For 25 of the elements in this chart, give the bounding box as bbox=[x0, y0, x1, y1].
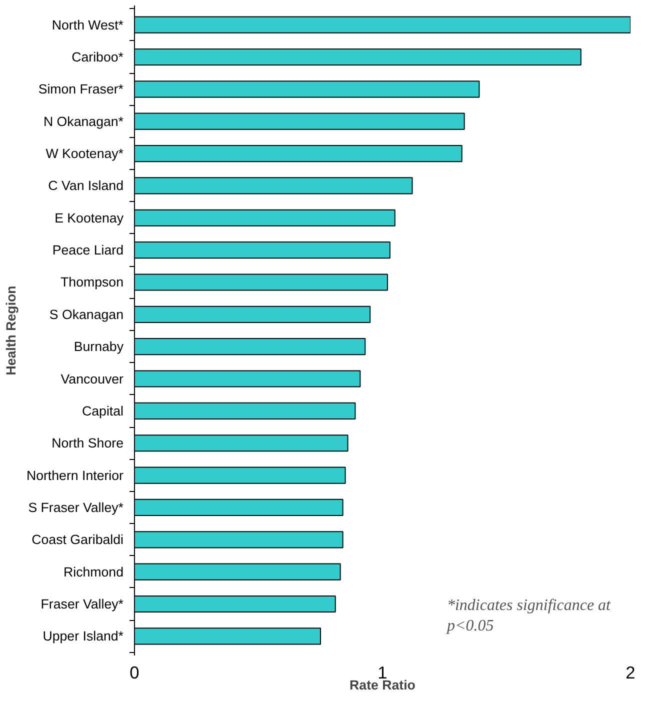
y-axis-title: Health Region bbox=[3, 286, 18, 376]
y-tick-label: Peace Liard bbox=[52, 242, 124, 258]
x-axis-title: Rate Ratio bbox=[350, 678, 416, 692]
y-tick-label: W Kootenay* bbox=[46, 146, 124, 162]
y-tick-label: Cariboo* bbox=[72, 49, 124, 64]
y-tick-label: Coast Garibaldi bbox=[32, 532, 124, 548]
y-tick-label: S Okanagan bbox=[49, 306, 124, 322]
y-tick-label: Richmond bbox=[63, 564, 124, 580]
y-tick-label: Capital bbox=[82, 403, 124, 418]
y-tick-label: C Van Island bbox=[48, 178, 124, 194]
x-tick-label: 0 bbox=[130, 662, 140, 682]
y-tick-label: E Kootenay bbox=[54, 210, 124, 226]
y-tick-label: N Okanagan* bbox=[43, 114, 124, 129]
y-tick-label: Northern Interior bbox=[26, 468, 124, 483]
y-tick-label: Thompson bbox=[60, 274, 124, 290]
annotation: *indicates significance at p<0.05 bbox=[446, 597, 612, 635]
x-tick-label: 2 bbox=[626, 662, 636, 682]
y-tick-label: Fraser Valley* bbox=[40, 596, 124, 612]
y-tick-label: Upper Island* bbox=[42, 628, 124, 644]
y-tick-label: North Shore bbox=[52, 436, 124, 451]
y-tick-label: Simon Fraser* bbox=[38, 82, 124, 97]
y-tick-label: Vancouver bbox=[60, 371, 124, 386]
y-tick-label: North West* bbox=[52, 17, 124, 32]
y-tick-label: Burnaby bbox=[74, 339, 124, 354]
y-tick-label: S Fraser Valley* bbox=[28, 500, 124, 515]
